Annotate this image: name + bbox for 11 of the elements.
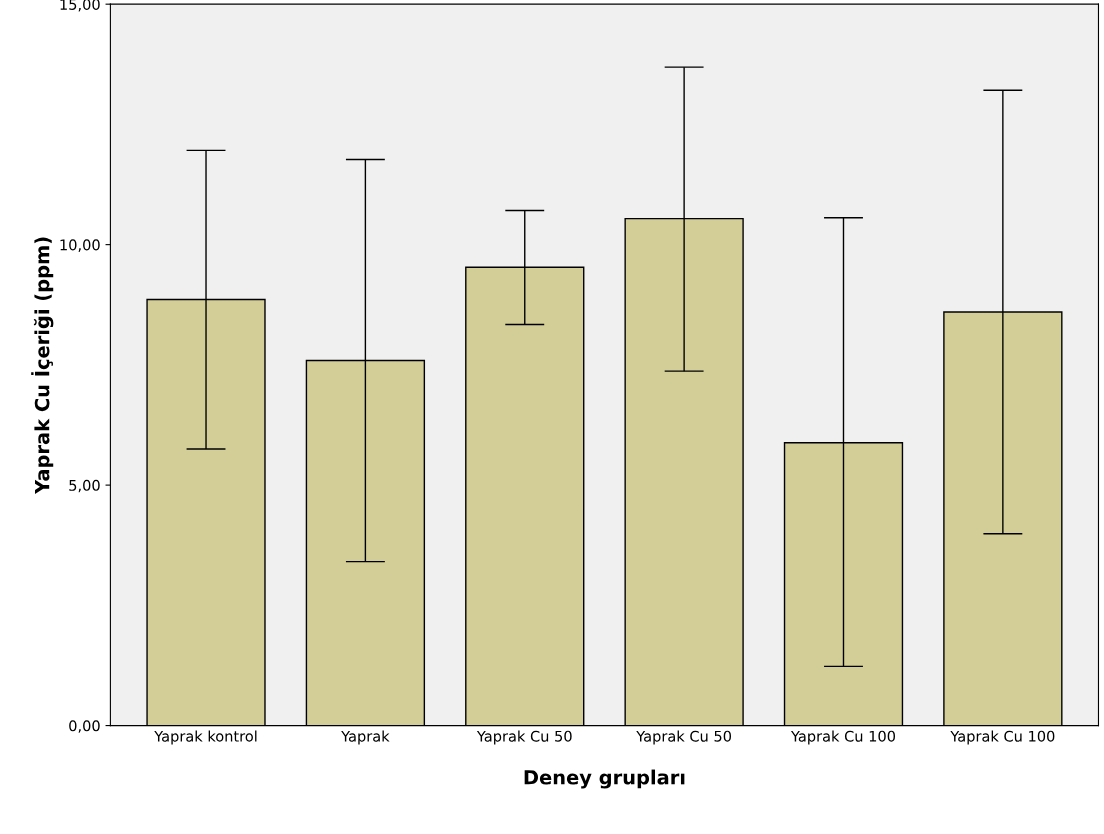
- x-axis-title: Deney grupları: [524, 769, 685, 789]
- y-axis-title: Yaprak Cu İçeriği (ppm): [31, 237, 54, 495]
- x-tick-label: Yaprak Cu 100: [790, 730, 896, 745]
- x-tick-label: Yaprak Cu 50: [636, 730, 732, 745]
- x-tick-label: Yaprak Cu 50: [476, 730, 572, 745]
- y-tick-label: 5,00: [69, 479, 100, 493]
- x-tick-label: Yaprak kontrol: [154, 730, 257, 745]
- x-tick-label: Yaprak Cu 100: [950, 730, 1055, 745]
- x-tick-label: Yaprak: [341, 730, 390, 745]
- y-tick-label: 0,00: [69, 720, 100, 733]
- y-tick-label: 10,00: [60, 239, 100, 252]
